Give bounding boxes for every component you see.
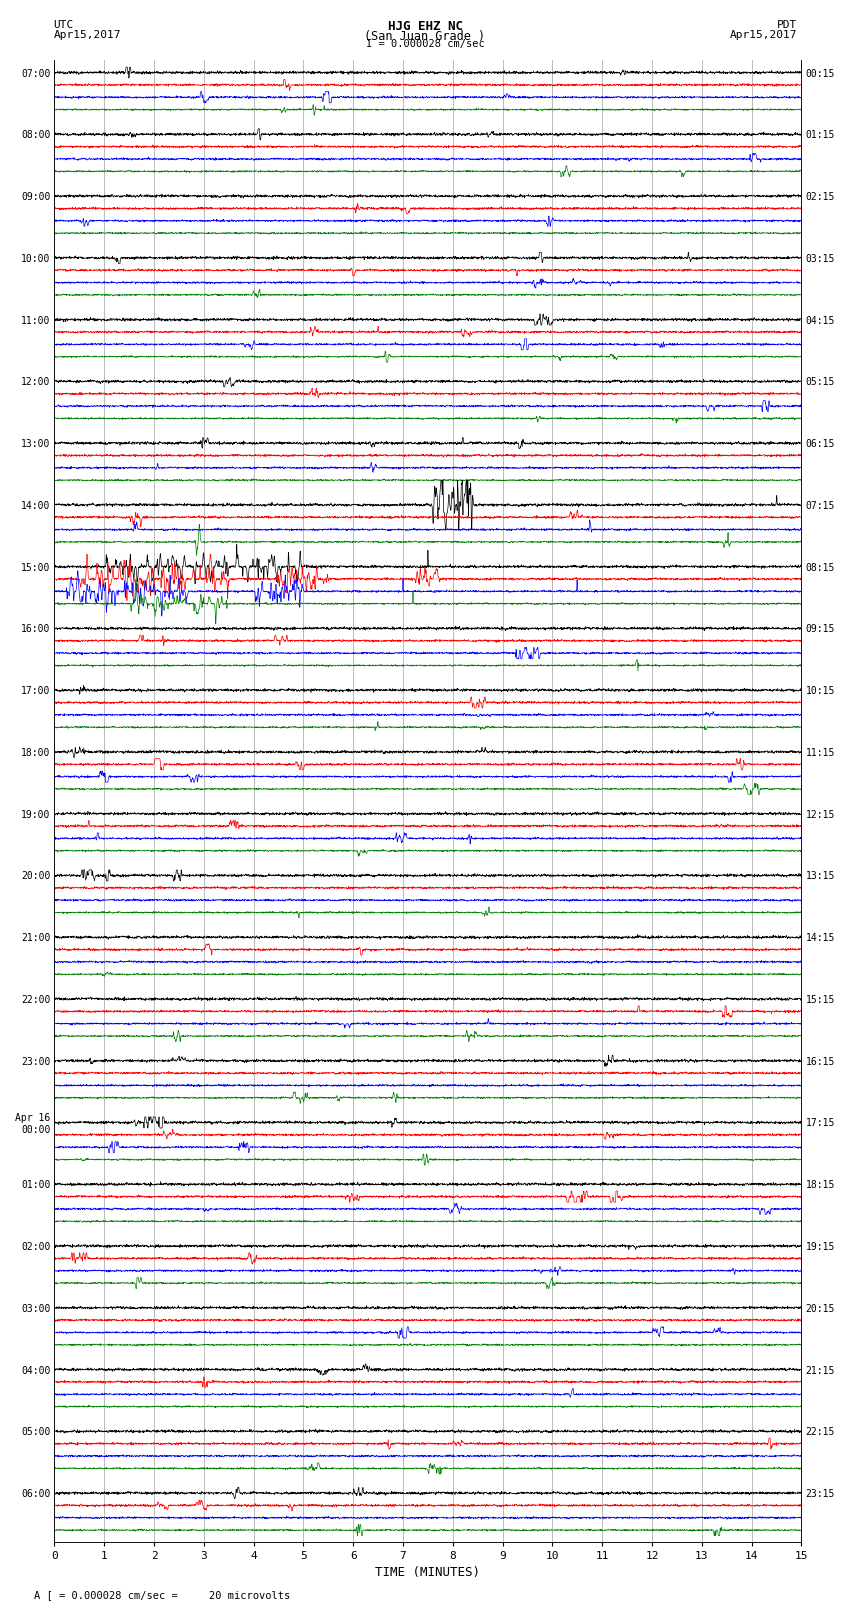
Text: A [ = 0.000028 cm/sec =     20 microvolts: A [ = 0.000028 cm/sec = 20 microvolts [34,1590,290,1600]
X-axis label: TIME (MINUTES): TIME (MINUTES) [376,1566,480,1579]
Text: Apr15,2017: Apr15,2017 [54,31,121,40]
Text: (San Juan Grade ): (San Juan Grade ) [365,31,485,44]
Text: Apr15,2017: Apr15,2017 [730,31,797,40]
Text: HJG EHZ NC: HJG EHZ NC [388,19,462,34]
Text: UTC: UTC [54,19,74,31]
Text: PDT: PDT [777,19,797,31]
Text: I = 0.000028 cm/sec: I = 0.000028 cm/sec [366,39,484,48]
